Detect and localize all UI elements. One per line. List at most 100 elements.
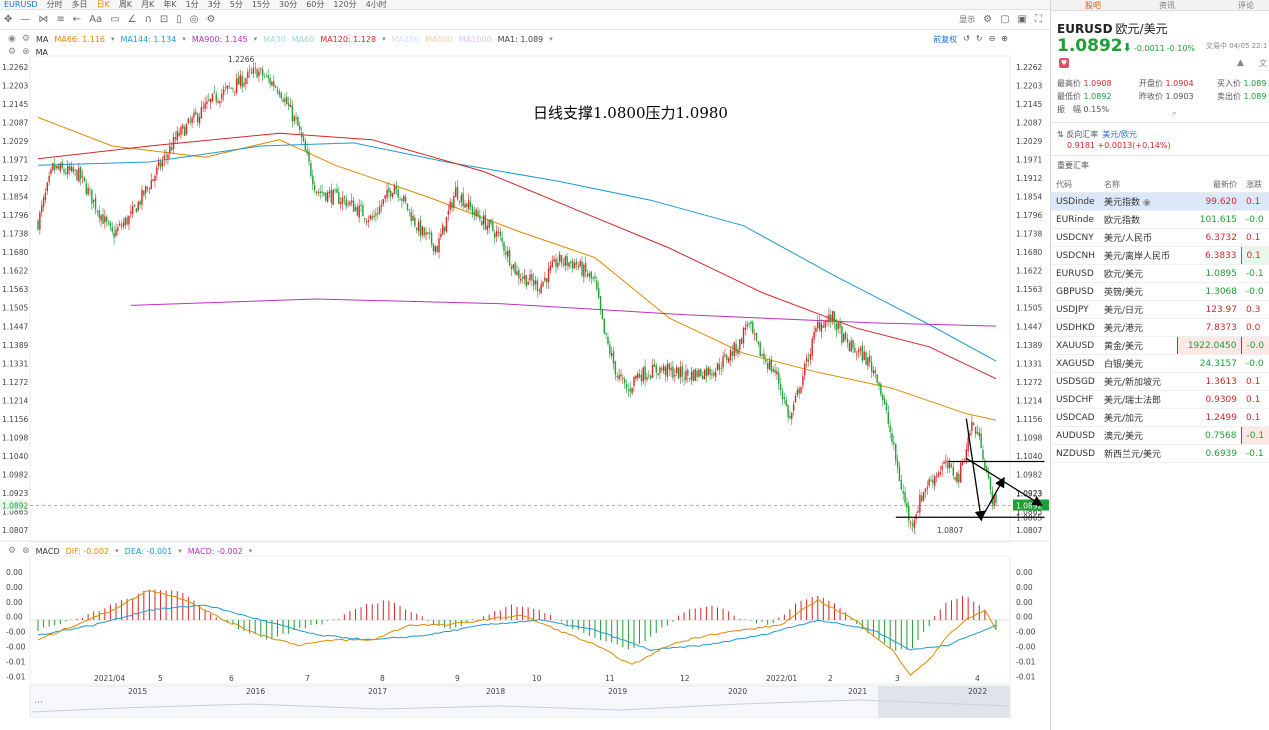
- candle: [939, 472, 942, 475]
- tab-forum[interactable]: 股吧: [1085, 1, 1101, 10]
- collapse-icon[interactable]: ◉: [8, 34, 16, 44]
- ma-legend-item[interactable]: MA66: 1.116: [54, 34, 106, 44]
- price-chart[interactable]: 1.2262 1.2262 1.2203 1.2203 1.2145 1.2145 1.20…: [0, 0, 1050, 718]
- close-icon[interactable]: ⊗: [22, 546, 30, 556]
- period-tab[interactable]: 分时: [46, 0, 63, 9]
- macd-label[interactable]: MACD: [35, 546, 60, 556]
- period-tab[interactable]: 周K: [118, 0, 133, 9]
- period-tab[interactable]: 30分: [279, 0, 298, 9]
- bell-icon[interactable]: ▲: [1237, 58, 1244, 68]
- layout-icon[interactable]: ▢: [1000, 14, 1010, 25]
- ma-label[interactable]: MA: [35, 34, 49, 44]
- chevron-down-icon[interactable]: ▾: [182, 35, 186, 43]
- rate-row[interactable]: EURUSD 欧元/美元 1.0895 -0.1: [1051, 264, 1269, 283]
- ma-legend-item[interactable]: MA1000: [458, 34, 492, 44]
- zoom-out-icon[interactable]: ⊖: [988, 33, 996, 43]
- period-tab[interactable]: 120分: [333, 0, 357, 9]
- chevron-down-icon[interactable]: ▾: [382, 35, 386, 43]
- adjust-toggle[interactable]: 前复权: [933, 34, 958, 44]
- eye-icon[interactable]: ◎: [189, 14, 199, 25]
- zoom-in-icon[interactable]: ⊕: [1001, 33, 1008, 43]
- macd-legend-item[interactable]: MACD: -0.002: [187, 546, 243, 556]
- col-change[interactable]: 涨跌: [1241, 176, 1269, 193]
- pencil-icon[interactable]: ∠: [127, 14, 137, 25]
- rate-row[interactable]: USDinde 美元指数 ◉ 99.620 0.1: [1051, 192, 1269, 211]
- period-tab[interactable]: 月K: [141, 0, 155, 9]
- rate-row[interactable]: USDJPY 美元/日元 123.97 0.3: [1051, 300, 1269, 319]
- period-tab[interactable]: 60分: [306, 0, 325, 9]
- rate-row[interactable]: AUDUSD 澳元/美元 0.7568 -0.1: [1051, 426, 1269, 445]
- close-icon[interactable]: ⊗: [22, 47, 30, 57]
- symbol-label[interactable]: EURUSD: [4, 0, 38, 9]
- rate-row[interactable]: GBPUSD 英镑/美元 1.3068 -0.0: [1051, 282, 1269, 301]
- tab-comments[interactable]: 评论: [1238, 1, 1254, 10]
- eye-icon[interactable]: ◉: [1142, 198, 1151, 208]
- gear-icon[interactable]: ⚙: [983, 14, 993, 25]
- ma-legend-item[interactable]: MA60: [291, 34, 315, 44]
- line-tool-icon[interactable]: —: [20, 14, 31, 25]
- comment-tool-icon[interactable]: ▭: [110, 14, 120, 25]
- arrow-tool-icon[interactable]: ←: [72, 14, 82, 25]
- rate-row[interactable]: USDCNH 美元/离岸人民币 6.3833 0.1: [1051, 246, 1269, 265]
- camera-icon[interactable]: ▣: [1017, 14, 1027, 25]
- crosshair-icon[interactable]: ✥: [4, 14, 13, 25]
- display-toggle[interactable]: 显示: [959, 15, 976, 24]
- rate-row[interactable]: USDCNY 美元/人民币 6.3732 0.1: [1051, 228, 1269, 247]
- trash-icon[interactable]: ▯: [176, 14, 182, 25]
- magnet-icon[interactable]: ∩: [144, 14, 152, 25]
- settings-icon[interactable]: ⚙: [8, 546, 17, 556]
- period-tab[interactable]: 4小时: [365, 0, 387, 9]
- reverse-pair-link[interactable]: 美元/欧元: [1102, 130, 1137, 139]
- period-tab[interactable]: 年K: [163, 0, 177, 9]
- redo-icon[interactable]: ↻: [975, 33, 983, 43]
- chevron-down-icon[interactable]: ▾: [253, 35, 258, 43]
- period-tab[interactable]: 5分: [229, 0, 243, 9]
- candle: [170, 147, 173, 151]
- ma-legend-item[interactable]: MA250: [391, 34, 420, 44]
- period-tab[interactable]: 15分: [251, 0, 271, 9]
- favorite-icon[interactable]: ♥: [1059, 58, 1069, 68]
- ma-label-2[interactable]: MA: [35, 47, 48, 57]
- share-icon[interactable]: 文: [1259, 59, 1267, 68]
- rate-row[interactable]: USDCHF 美元/瑞士法郎 0.9309 0.1: [1051, 390, 1269, 409]
- ma-legend-item[interactable]: MA120: 1.128: [320, 34, 377, 44]
- period-tab[interactable]: 日K: [96, 0, 110, 9]
- candle: [432, 243, 435, 252]
- chevron-down-icon[interactable]: ▾: [549, 35, 553, 43]
- rate-row[interactable]: XAUUSD 黄金/美元 1922.0450 -0.0: [1051, 336, 1269, 355]
- tab-news[interactable]: 资讯: [1159, 1, 1175, 10]
- rate-row[interactable]: XAGUSD 白银/美元 24.3157 -0.0: [1051, 354, 1269, 373]
- ma-legend-item[interactable]: MA1: 1.089: [497, 34, 544, 44]
- period-tab[interactable]: 1分: [185, 0, 199, 9]
- text-tool-icon[interactable]: Aa: [89, 14, 103, 25]
- lock-icon[interactable]: ⊡: [159, 14, 169, 25]
- ma-legend-item[interactable]: MA144: 1.134: [120, 34, 177, 44]
- settings-icon[interactable]: ⚙: [206, 14, 216, 25]
- fib-tool-icon[interactable]: ≡: [56, 14, 65, 25]
- period-tab[interactable]: 多日: [71, 0, 88, 9]
- chevron-up-icon[interactable]: ⌃: [1171, 111, 1178, 120]
- ma-legend-item[interactable]: MA500: [425, 34, 453, 44]
- chevron-down-icon[interactable]: ▾: [111, 35, 115, 43]
- ma-legend-item[interactable]: MA900: 1.145: [191, 34, 248, 44]
- chevron-down-icon[interactable]: ▾: [115, 547, 119, 555]
- rate-row[interactable]: USDSGD 美元/新加坡元 1.3613 0.1: [1051, 372, 1269, 391]
- rate-row[interactable]: EURinde 欧元指数 101.615 -0.0: [1051, 210, 1269, 229]
- settings-icon[interactable]: ⚙: [8, 47, 17, 57]
- rate-row[interactable]: USDHKD 美元/港元 7.8373 0.0: [1051, 318, 1269, 337]
- rate-row[interactable]: USDCAD 美元/加元 1.2499 0.1: [1051, 408, 1269, 427]
- period-tab[interactable]: 3分: [207, 0, 221, 9]
- macd-legend-item[interactable]: DIF: -0.002: [65, 546, 110, 556]
- rate-row[interactable]: NZDUSD 新西兰元/美元 0.6939 -0.1: [1051, 444, 1269, 463]
- undo-icon[interactable]: ↺: [963, 33, 970, 43]
- col-name[interactable]: 名称: [1099, 176, 1177, 193]
- col-code[interactable]: 代码: [1051, 176, 1099, 193]
- ma-legend-item[interactable]: MA30: [263, 34, 286, 44]
- chevron-down-icon[interactable]: ▾: [178, 547, 182, 555]
- pattern-tool-icon[interactable]: ⋈: [38, 14, 49, 25]
- chevron-down-icon[interactable]: ▾: [248, 547, 253, 555]
- macd-legend-item[interactable]: DEA: -0.001: [124, 546, 173, 556]
- fullscreen-icon[interactable]: ⛶: [1035, 14, 1042, 25]
- col-price[interactable]: 最新价: [1177, 176, 1241, 193]
- settings-icon[interactable]: ⚙: [21, 34, 30, 44]
